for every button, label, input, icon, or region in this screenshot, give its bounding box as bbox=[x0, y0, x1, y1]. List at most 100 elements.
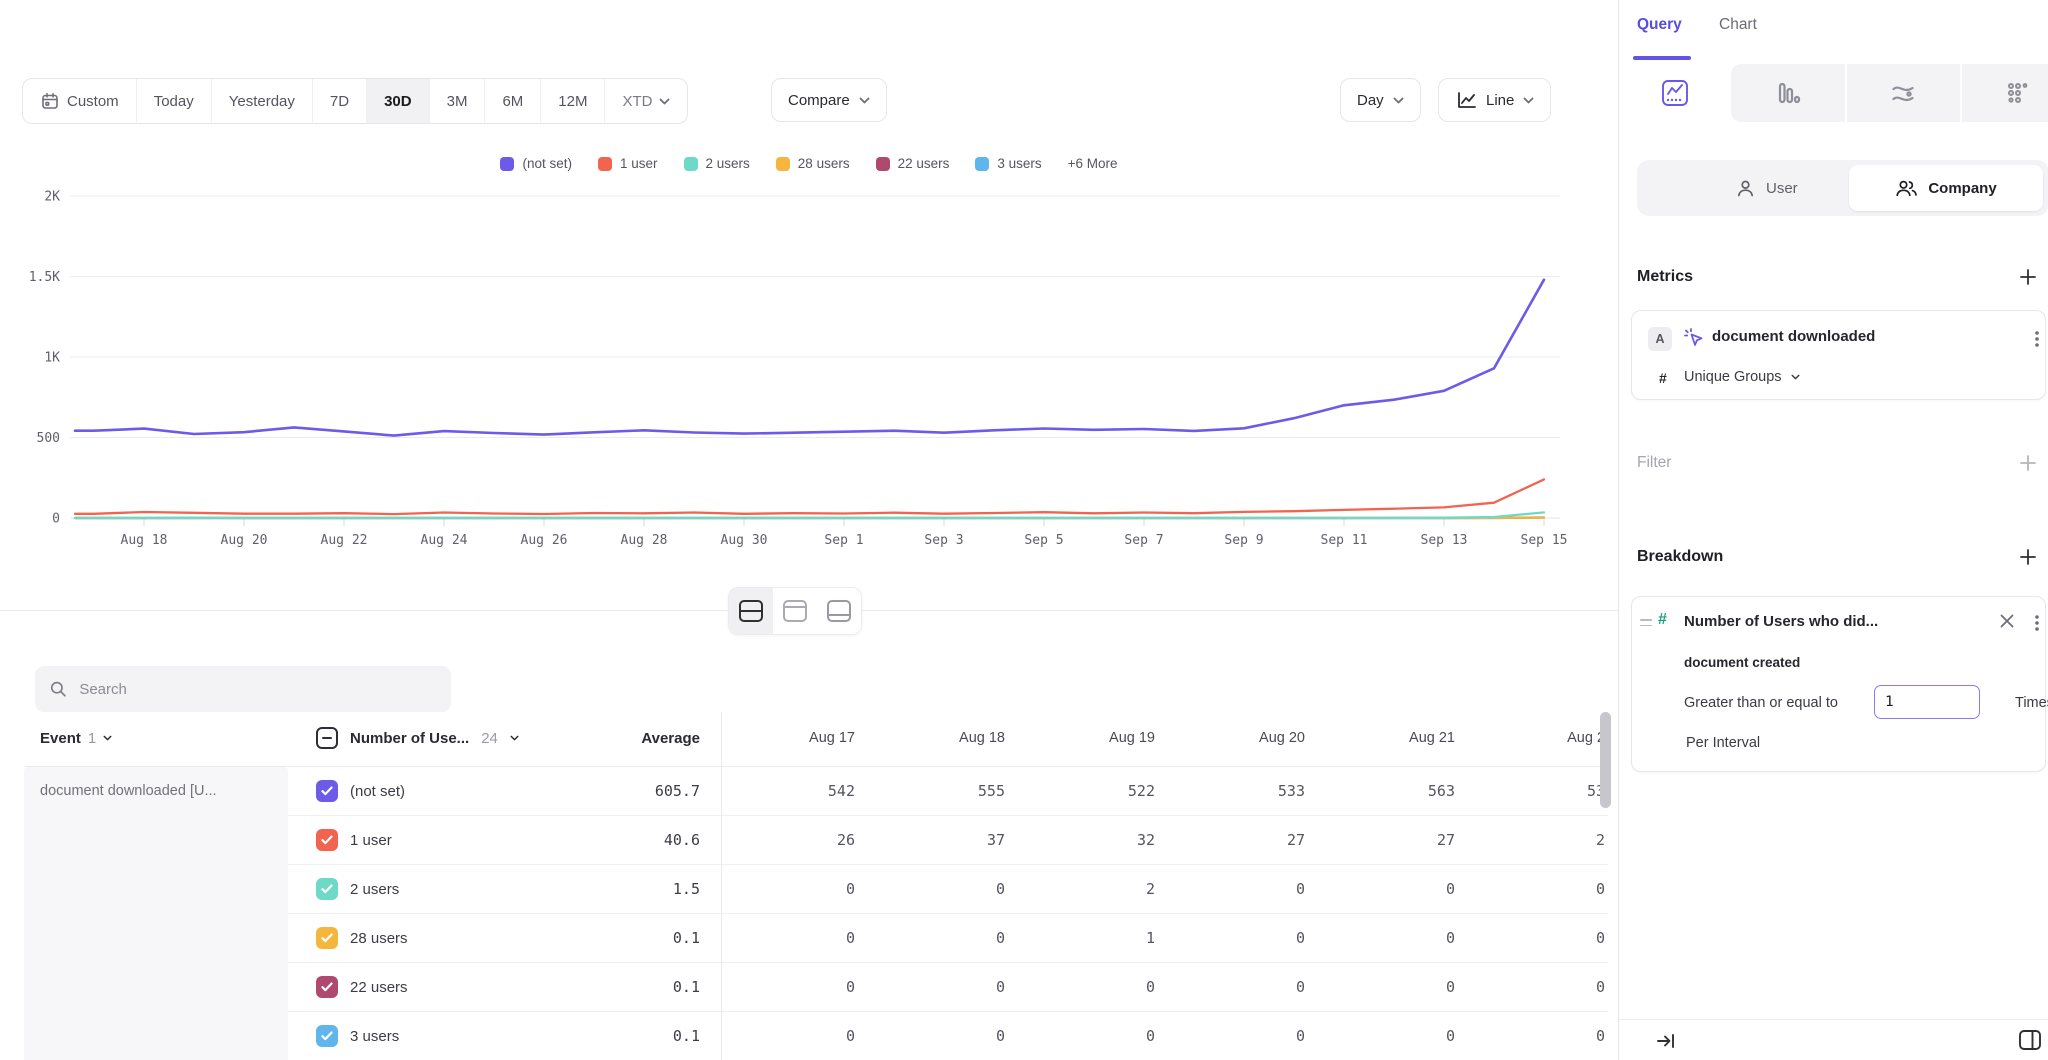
cell-value: 0 bbox=[1205, 914, 1355, 962]
metric-event-name[interactable]: document downloaded bbox=[1712, 328, 1875, 345]
line-chart-icon bbox=[1455, 90, 1477, 110]
date-range-xtd[interactable]: XTD bbox=[605, 79, 687, 123]
breakdown-condition-value-input[interactable] bbox=[1874, 685, 1980, 719]
cell-value: 0 bbox=[905, 1012, 1055, 1060]
svg-text:1K: 1K bbox=[44, 351, 60, 366]
date-range-12m[interactable]: 12M bbox=[541, 79, 605, 123]
column-divider bbox=[721, 712, 722, 1060]
table-row: (not set)605.754255552253356353 bbox=[288, 767, 1608, 816]
scatter-grid-type-button[interactable] bbox=[1988, 64, 2048, 122]
tab-chart[interactable]: Chart bbox=[1719, 16, 1757, 34]
cell-value: 0 bbox=[755, 1012, 905, 1060]
cell-value: 0 bbox=[1205, 963, 1355, 1011]
breakdown-condition-label[interactable]: Greater than or equal to bbox=[1684, 695, 1838, 711]
measure-dropdown[interactable]: Unique Groups bbox=[1684, 369, 1800, 385]
chart-type-strip bbox=[1619, 64, 2048, 122]
chevron-down-icon bbox=[1523, 97, 1534, 104]
breakdown-kebab-menu-icon[interactable] bbox=[2028, 613, 2046, 633]
date-range-6m[interactable]: 6M bbox=[485, 79, 541, 123]
chart-only-view-button[interactable] bbox=[773, 588, 817, 634]
metric-card[interactable]: A document downloaded # Unique Groups bbox=[1631, 310, 2046, 400]
event-column-header[interactable]: Event 1 bbox=[40, 710, 112, 766]
date-range-3m[interactable]: 3M bbox=[430, 79, 486, 123]
chevron-down-icon bbox=[859, 97, 870, 104]
table-vertical-scrollbar[interactable] bbox=[1600, 712, 1611, 808]
cell-value: 0 bbox=[1505, 1012, 1608, 1060]
collapse-panel-icon[interactable] bbox=[1655, 1031, 1677, 1051]
search-input[interactable] bbox=[77, 680, 437, 699]
tab-query[interactable]: Query bbox=[1637, 16, 1682, 34]
query-sidebar: Query Chart User Company Metrics A bbox=[1618, 0, 2048, 1060]
flow-chart-type-button[interactable] bbox=[1873, 64, 1933, 122]
compare-button[interactable]: Compare bbox=[771, 78, 887, 122]
svg-text:Sep 15: Sep 15 bbox=[1521, 533, 1568, 548]
line-chart-type-button[interactable] bbox=[1645, 64, 1705, 122]
chart-type-dropdown[interactable]: Line bbox=[1438, 78, 1551, 122]
series-checkbox[interactable] bbox=[316, 976, 338, 998]
event-cell-panel[interactable]: document downloaded [U... bbox=[24, 767, 288, 1060]
cell-value: 0 bbox=[1355, 914, 1505, 962]
svg-text:Aug 26: Aug 26 bbox=[521, 533, 568, 548]
table-row: 22 users0.1000000 bbox=[288, 963, 1608, 1012]
svg-text:Aug 28: Aug 28 bbox=[621, 533, 668, 548]
average-value: 0.1 bbox=[560, 1012, 700, 1060]
svg-text:1.5K: 1.5K bbox=[29, 270, 60, 285]
table-row: 28 users0.1001000 bbox=[288, 914, 1608, 963]
svg-text:Sep 7: Sep 7 bbox=[1124, 533, 1163, 548]
date-range-group: Custom Today Yesterday 7D 30D 3M 6M 12M … bbox=[22, 78, 688, 124]
date-range-7d[interactable]: 7D bbox=[313, 79, 367, 123]
series-checkbox[interactable] bbox=[316, 829, 338, 851]
close-icon[interactable] bbox=[1998, 612, 2016, 630]
series-checkbox[interactable] bbox=[316, 1025, 338, 1047]
measure-hash-icon: # bbox=[1659, 370, 1667, 386]
cell-value: 0 bbox=[1055, 963, 1205, 1011]
cell-value: 2 bbox=[1505, 816, 1608, 864]
breakdown-card[interactable]: # Number of Users who did... document cr… bbox=[1631, 596, 2046, 772]
series-checkbox[interactable] bbox=[316, 878, 338, 900]
svg-text:Sep 3: Sep 3 bbox=[924, 533, 963, 548]
cell-value: 0 bbox=[755, 914, 905, 962]
date-range-label: Custom bbox=[67, 93, 119, 110]
entity-option-user[interactable]: User bbox=[1735, 160, 1798, 216]
table-only-view-button[interactable] bbox=[817, 588, 861, 634]
drag-handle-icon[interactable] bbox=[1640, 619, 1652, 630]
date-range-yesterday[interactable]: Yesterday bbox=[212, 79, 313, 123]
split-view-button[interactable] bbox=[729, 588, 773, 634]
svg-text:Aug 22: Aug 22 bbox=[321, 533, 368, 548]
table-rows: (not set)605.7542555522533563531 user40.… bbox=[288, 767, 1608, 1060]
breakdown-per-interval-label[interactable]: Per Interval bbox=[1686, 735, 1760, 751]
series-label: 1 user bbox=[350, 816, 392, 864]
svg-text:2K: 2K bbox=[44, 190, 60, 205]
add-filter-button[interactable] bbox=[2017, 452, 2039, 474]
breakdown-event-name[interactable]: document created bbox=[1684, 655, 1800, 670]
filter-section-title: Filter bbox=[1637, 454, 1671, 472]
add-metric-button[interactable] bbox=[2017, 266, 2039, 288]
interval-dropdown[interactable]: Day bbox=[1340, 78, 1421, 122]
date-range-today[interactable]: Today bbox=[137, 79, 212, 123]
chevron-down-icon bbox=[1393, 97, 1404, 104]
chevron-down-icon[interactable] bbox=[510, 735, 519, 741]
cell-value: 27 bbox=[1205, 816, 1355, 864]
add-breakdown-button[interactable] bbox=[2017, 546, 2039, 568]
active-tab-underline bbox=[1633, 56, 1691, 60]
cell-value: 0 bbox=[1055, 1012, 1205, 1060]
select-all-checkbox[interactable] bbox=[316, 727, 338, 749]
series-checkbox[interactable] bbox=[316, 927, 338, 949]
breakdown-card-title[interactable]: Number of Users who did... bbox=[1684, 613, 1878, 630]
date-range-30d[interactable]: 30D bbox=[367, 79, 430, 123]
bar-chart-type-button[interactable] bbox=[1758, 64, 1818, 122]
split-panel-icon[interactable] bbox=[2017, 1028, 2043, 1052]
cell-value: 0 bbox=[905, 963, 1055, 1011]
event-count: 1 bbox=[88, 730, 96, 747]
date-range-custom[interactable]: Custom bbox=[23, 79, 137, 123]
sidebar-footer bbox=[1619, 1019, 2048, 1060]
date-column-header: Aug 21 bbox=[1355, 710, 1505, 766]
search-icon bbox=[49, 679, 67, 699]
series-checkbox[interactable] bbox=[316, 780, 338, 802]
view-layout-toggle bbox=[728, 587, 862, 635]
svg-text:Aug 18: Aug 18 bbox=[121, 533, 168, 548]
metric-kebab-menu-icon[interactable] bbox=[2028, 329, 2046, 349]
svg-text:0: 0 bbox=[52, 512, 60, 527]
cell-value: 0 bbox=[755, 963, 905, 1011]
entity-option-company[interactable]: Company bbox=[1849, 165, 2043, 211]
